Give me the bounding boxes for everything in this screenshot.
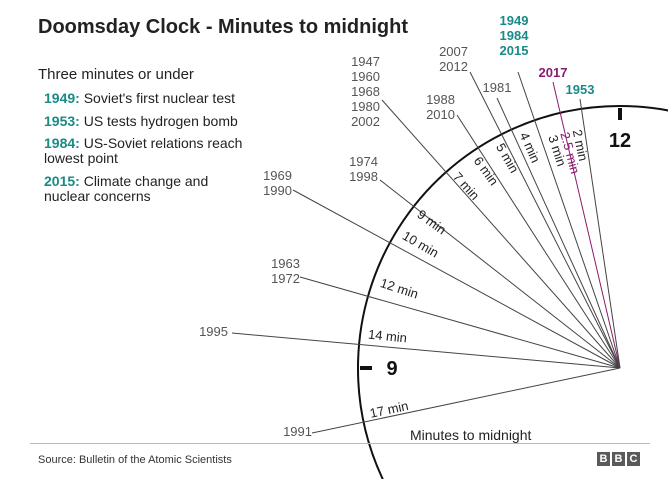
year-label: 2002 xyxy=(351,114,380,129)
year-label: 1998 xyxy=(349,169,378,184)
radial-line xyxy=(579,98,621,369)
radial-line xyxy=(552,81,621,369)
year-label: 1980 xyxy=(351,99,380,114)
year-label: 2007 xyxy=(439,44,468,59)
legend-item-1984: 1984: US-Soviet relations reach lowest p… xyxy=(44,136,259,166)
year-label: 1990 xyxy=(263,183,292,198)
minute-label: 5 min xyxy=(493,141,522,176)
minute-label: 2 min xyxy=(570,128,591,162)
clock-arc-right xyxy=(619,105,668,112)
hour-label: 9 xyxy=(386,358,397,380)
legend-text: Soviet's first nuclear test xyxy=(83,90,235,106)
source-note: Source: Bulletin of the Atomic Scientist… xyxy=(38,454,232,466)
year-label: 1981 xyxy=(483,80,512,95)
legend-text: US-Soviet relations reach lowest point xyxy=(44,135,243,166)
legend-text: Climate change and nuclear concerns xyxy=(44,173,209,204)
radial-line xyxy=(379,179,621,369)
year-label: 1988 xyxy=(426,92,455,107)
legend-item-2015: 2015: Climate change and nuclear concern… xyxy=(44,174,244,204)
radial-line xyxy=(381,99,621,369)
minute-label: 6 min xyxy=(471,154,502,189)
clock-arc xyxy=(357,105,621,479)
minute-label: 17 min xyxy=(368,398,409,421)
minute-label: 12 min xyxy=(378,275,420,301)
year-label: 1984 xyxy=(500,28,530,43)
legend-year: 1949: xyxy=(44,90,80,106)
year-label: 2017 xyxy=(539,65,568,80)
radial-line xyxy=(292,189,621,369)
minute-label: 9 min xyxy=(415,207,450,238)
year-label: 1960 xyxy=(351,69,380,84)
legend-heading: Three minutes or under xyxy=(38,66,194,83)
legend-year: 2015: xyxy=(44,173,80,189)
legend-item-1953: 1953: US tests hydrogen bomb xyxy=(44,114,294,129)
radial-line xyxy=(469,71,621,369)
footer-divider xyxy=(30,443,650,444)
legend-item-1949: 1949: Soviet's first nuclear test xyxy=(44,91,294,106)
year-label: 2012 xyxy=(439,59,468,74)
logo-letter: B xyxy=(597,452,610,466)
year-label: 1963 xyxy=(271,256,300,271)
logo-letter: B xyxy=(612,452,625,466)
radial-line xyxy=(517,71,621,369)
minute-label: 14 min xyxy=(367,327,407,346)
radial-line xyxy=(311,367,621,434)
bbc-logo: B B C xyxy=(597,452,640,466)
minute-label: 7 min xyxy=(450,169,482,203)
year-label: 1968 xyxy=(351,84,380,99)
logo-letter: C xyxy=(627,452,640,466)
hour-label: 12 xyxy=(609,130,631,152)
radial-line xyxy=(299,276,621,369)
chart-title: Doomsday Clock - Minutes to midnight xyxy=(38,16,409,38)
radial-line xyxy=(496,97,621,369)
legend-text: US tests hydrogen bomb xyxy=(83,113,238,129)
radial-line xyxy=(456,114,621,369)
year-label: 1991 xyxy=(283,424,312,439)
radial-line xyxy=(231,332,621,369)
year-label: 2010 xyxy=(426,107,455,122)
x-axis-label: Minutes to midnight xyxy=(410,427,532,443)
year-label: 1969 xyxy=(263,168,292,183)
legend-year: 1984: xyxy=(44,135,80,151)
year-label: 1949 xyxy=(500,13,529,28)
year-label: 1995 xyxy=(199,324,228,339)
year-label: 1972 xyxy=(271,271,300,286)
year-label: 1974 xyxy=(349,154,378,169)
year-label: 2015 xyxy=(500,43,529,58)
legend-year: 1953: xyxy=(44,113,80,129)
year-label: 1947 xyxy=(351,54,380,69)
year-label: 1953 xyxy=(566,82,595,97)
